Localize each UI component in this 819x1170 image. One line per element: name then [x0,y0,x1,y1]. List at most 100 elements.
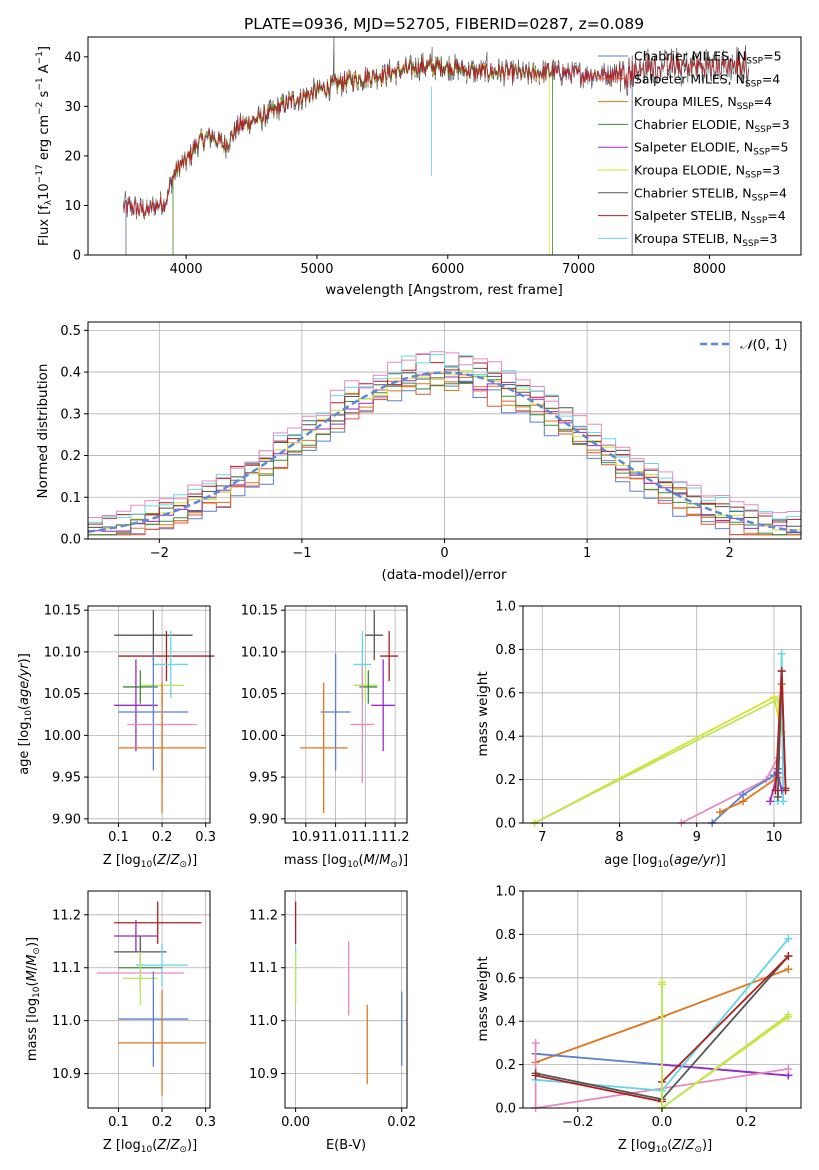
age-mass-xlabel: mass [log10(M/M⊙)] [284,853,408,870]
y-tick-label: 20 [64,149,81,164]
legend-label: Salpeter ELODIE, NSSP=5 [634,140,788,158]
residuals-ticks: −2 −1 0 1 2 0.0 0.1 0.2 0.3 0.4 0.5 [60,324,734,561]
x-tick-label: 0.1 [108,1115,129,1130]
x-tick-label: 0.00 [281,1115,310,1130]
y-tick-label: 9.95 [52,771,81,786]
weight-marker [784,1010,793,1019]
x-tick-label: −0.2 [562,1115,594,1130]
legend-label: Chabrier MILES, NSSP=5 [634,49,782,67]
y-tick-label: 10.05 [241,687,278,702]
legend-label: Salpeter STELIB, NSSP=4 [634,208,786,226]
weight-marker [784,952,793,961]
y-tick-label: 11.2 [249,908,278,923]
y-tick-label: 0.0 [495,817,516,832]
weight-vs-metallicity-panel: −0.2 0.0 0.2 0.0 0.2 0.4 0.6 0.8 1.0 Z [log10(Z/… [475,885,802,1155]
residuals-xlabel: (data-model)/error [381,567,507,583]
x-tick-label: 11.0 [321,830,350,845]
spectrum-ylabel: Flux [fλ10−17 erg cm−2 s−1 A−1] [35,46,54,246]
y-tick-label: 1.0 [495,885,516,900]
y-tick-label: 11.2 [52,908,81,923]
y-tick-label: 0.3 [60,407,81,422]
weight-age-xlabel: age [log10(age/yr)] [604,853,726,870]
y-tick-label: 0.2 [495,773,516,788]
y-tick-label: 10.15 [44,604,81,619]
normal-legend-label: 𝒩(0, 1) [740,338,787,353]
y-tick-label: 0 [73,249,81,264]
y-tick-label: 11.1 [52,961,81,976]
y-tick-label: 11.1 [249,961,278,976]
weight-marker [777,667,786,676]
y-tick-label: 9.90 [249,812,278,827]
weight-marker [784,965,793,974]
x-tick-label: 5000 [300,262,333,277]
weight-marker [658,980,666,989]
y-tick-label: 9.95 [249,771,278,786]
weight-line [534,697,783,824]
residuals-legend: 𝒩(0, 1) [700,338,787,353]
weight-line [661,982,789,1110]
x-tick-label: 2 [726,546,734,561]
ebv-xlabel: E(B-V) [326,1138,366,1153]
weight-marker [773,792,782,801]
weight-line [661,1063,789,1077]
y-tick-label: 40 [64,50,81,65]
age-vs-metallicity-panel: 0.1 0.2 0.3 9.90 9.95 10.00 10.05 10.10 10.15 Z … [17,604,216,870]
y-tick-label: 11.0 [52,1014,81,1029]
x-tick-label: 10 [766,830,783,845]
spectrum-ticks: 4000 5000 6000 7000 8000 0 10 20 30 40 [64,50,726,277]
spectrum-panel: 4000 5000 6000 7000 8000 0 10 20 30 40 wavelength… [35,36,802,298]
x-tick-label: 0.1 [108,830,129,845]
x-tick-label: 0.2 [736,1115,757,1130]
y-tick-label: 0.8 [495,643,516,658]
y-tick-label: 0.8 [495,928,516,943]
weight-marker [779,797,788,806]
mass-vs-metallicity-panel: 0.1 0.2 0.3 10.9 11.0 11.1 11.2 Z [log10(Z/Z⊙)… [25,890,216,1155]
x-tick-label: 0.3 [195,1115,216,1130]
x-tick-label: 11.1 [351,830,380,845]
y-tick-label: 0.6 [495,971,516,986]
y-tick-label: 0.4 [60,366,81,381]
y-tick-label: 10.00 [44,729,81,744]
y-tick-label: 10.9 [52,1067,81,1082]
x-tick-label: 9 [693,830,701,845]
y-tick-label: 0.0 [60,533,81,548]
weight-marker [531,1038,540,1047]
y-tick-label: 0.4 [495,730,516,745]
weight-marker [766,797,775,806]
age-z-xlabel: Z [log10(Z/Z⊙)] [103,853,197,870]
legend-label: Chabrier STELIB, NSSP=4 [634,185,787,203]
y-tick-label: 10.10 [44,645,81,660]
weight-marker [784,934,793,943]
x-tick-label: 0.3 [195,830,216,845]
spectrum-legend: Chabrier MILES, NSSP=5 Salpeter MILES, NS… [598,49,790,249]
spectrum-xlabel: wavelength [Angstrom, rest frame] [325,282,563,298]
weight-marker [715,808,724,817]
weight-vs-age-panel: 7 8 9 10 0.0 0.2 0.4 0.6 0.8 1.0 age [log10(age/y… [475,600,802,870]
residuals-histograms [87,351,802,536]
spectrum-frame [87,36,802,256]
age-vs-mass-panel: 10.9 11.0 11.1 11.2 9.90 9.95 10.00 10.05 10.10 1… [241,604,410,870]
x-tick-label: 7 [538,830,546,845]
residuals-ylabel: Normed distribution [35,364,51,499]
legend-label: Kroupa ELODIE, NSSP=3 [634,163,780,181]
histogram-kroupa-stelib [88,354,801,523]
normal-curve [87,371,802,533]
spectrum-traces [122,36,750,255]
y-tick-label: 10 [64,199,81,214]
x-tick-label: 4000 [170,262,203,277]
legend-label: Kroupa STELIB, NSSP=3 [634,231,778,249]
x-tick-label: 0 [440,546,448,561]
y-tick-label: 0.2 [495,1058,516,1073]
mass-z-ylabel: mass [log10(M/M⊙)] [25,937,42,1061]
mass-z-xlabel: Z [log10(Z/Z⊙)] [103,1138,197,1155]
x-tick-label: 11.2 [381,830,410,845]
weight-z-ylabel: mass weight [475,956,491,1041]
residuals-panel: −2 −1 0 1 2 0.0 0.1 0.2 0.3 0.4 0.5 (data-model)/e… [35,321,802,583]
y-tick-label: 30 [64,100,81,115]
x-tick-label: 7000 [562,262,595,277]
y-tick-label: 9.90 [52,812,81,827]
x-tick-label: 1 [583,546,591,561]
legend-label: Chabrier ELODIE, NSSP=3 [634,117,790,135]
weight-marker [784,1064,793,1073]
